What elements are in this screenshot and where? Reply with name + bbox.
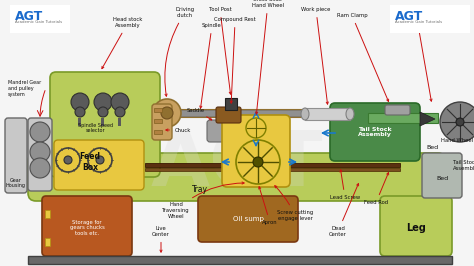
Bar (390, 5, 470, 33)
Circle shape (236, 140, 280, 184)
Circle shape (94, 93, 112, 111)
Text: Tail Stock
Assembly: Tail Stock Assembly (358, 127, 392, 138)
Text: Driving
clutch: Driving clutch (165, 7, 194, 96)
Text: Hand
Traversing
Wheel: Hand Traversing Wheel (162, 182, 244, 219)
FancyBboxPatch shape (380, 196, 452, 256)
Text: Apron: Apron (259, 187, 278, 225)
Text: Feed Rod: Feed Rod (364, 173, 389, 205)
Text: Screw cutting
engage lever: Screw cutting engage lever (275, 186, 313, 221)
Text: Gear
Housing: Gear Housing (6, 178, 26, 188)
FancyBboxPatch shape (5, 118, 27, 193)
Ellipse shape (346, 108, 354, 120)
FancyBboxPatch shape (28, 118, 52, 191)
Circle shape (71, 93, 89, 111)
Ellipse shape (301, 108, 309, 120)
Text: Saddle: Saddle (187, 107, 212, 120)
Bar (145, 168, 400, 171)
Text: Bed: Bed (436, 176, 448, 181)
Circle shape (456, 118, 464, 126)
Text: Spindle Speed
selector: Spindle Speed selector (78, 123, 114, 134)
Text: Academic Gain Tutorials: Academic Gain Tutorials (395, 20, 442, 24)
Bar (305, 108, 350, 120)
Text: AGT: AGT (151, 128, 323, 202)
Circle shape (246, 118, 266, 138)
Text: Oil sump: Oil sump (233, 216, 264, 222)
Bar (28, 256, 452, 264)
Circle shape (30, 122, 50, 142)
FancyBboxPatch shape (198, 196, 298, 242)
Text: Tool Post: Tool Post (209, 7, 231, 94)
Circle shape (98, 107, 108, 117)
Bar (154, 108, 162, 112)
Circle shape (153, 99, 181, 127)
Bar (45, 238, 50, 246)
Bar (175, 110, 370, 116)
FancyBboxPatch shape (222, 115, 290, 187)
FancyBboxPatch shape (330, 103, 420, 161)
FancyBboxPatch shape (42, 196, 132, 256)
Text: AGT: AGT (15, 10, 43, 23)
Circle shape (30, 142, 50, 162)
Circle shape (253, 157, 263, 167)
FancyBboxPatch shape (50, 72, 160, 177)
Text: Head stock
Assembly: Head stock Assembly (102, 17, 143, 69)
Text: Ram Clamp: Ram Clamp (337, 13, 389, 101)
Bar (118, 118, 121, 126)
FancyBboxPatch shape (152, 104, 172, 140)
FancyBboxPatch shape (422, 153, 462, 198)
Text: Hand Wheel: Hand Wheel (441, 138, 473, 143)
Circle shape (30, 158, 50, 178)
Polygon shape (420, 112, 435, 126)
Bar (145, 163, 400, 167)
Text: Live
Center: Live Center (152, 226, 170, 252)
Text: Tail Stock Lock: Tail Stock Lock (396, 5, 434, 101)
Text: Spindle: Spindle (200, 23, 222, 108)
FancyBboxPatch shape (385, 105, 410, 115)
Text: Tray: Tray (192, 185, 208, 194)
FancyBboxPatch shape (207, 120, 247, 142)
Text: Work piece: Work piece (301, 7, 331, 104)
Circle shape (115, 107, 125, 117)
Text: Cross Slide
Hand Wheel: Cross Slide Hand Wheel (252, 0, 284, 114)
Text: Lead Screw: Lead Screw (330, 170, 360, 200)
Bar (368, 113, 438, 123)
Text: Mandrel Gear
and pulley
system: Mandrel Gear and pulley system (8, 80, 41, 97)
Circle shape (64, 156, 72, 164)
Bar (45, 210, 50, 218)
FancyBboxPatch shape (54, 140, 144, 190)
Circle shape (96, 156, 104, 164)
FancyBboxPatch shape (28, 153, 446, 201)
Bar (154, 130, 162, 134)
Text: Compound Rest: Compound Rest (214, 17, 256, 103)
Circle shape (111, 93, 129, 111)
Text: Academic Gain Tutorials: Academic Gain Tutorials (15, 20, 62, 24)
Text: AGT: AGT (395, 10, 423, 23)
Text: Feed
Box: Feed Box (80, 152, 100, 172)
Text: Storage for
gears chucks
tools etc.: Storage for gears chucks tools etc. (70, 220, 104, 236)
Text: Chuck: Chuck (166, 127, 191, 132)
Text: Bed: Bed (426, 145, 438, 150)
Circle shape (75, 107, 85, 117)
Text: Dead
Center: Dead Center (329, 184, 359, 237)
Circle shape (440, 102, 474, 142)
Text: Tail Stock
Assembly: Tail Stock Assembly (453, 160, 474, 171)
Bar (225, 98, 237, 110)
Bar (10, 5, 70, 33)
Text: Leg: Leg (406, 223, 426, 233)
FancyBboxPatch shape (216, 107, 241, 123)
Bar (101, 118, 104, 126)
Bar (160, 109, 370, 117)
Bar (79, 118, 82, 126)
Circle shape (161, 107, 173, 119)
Bar (154, 119, 162, 123)
